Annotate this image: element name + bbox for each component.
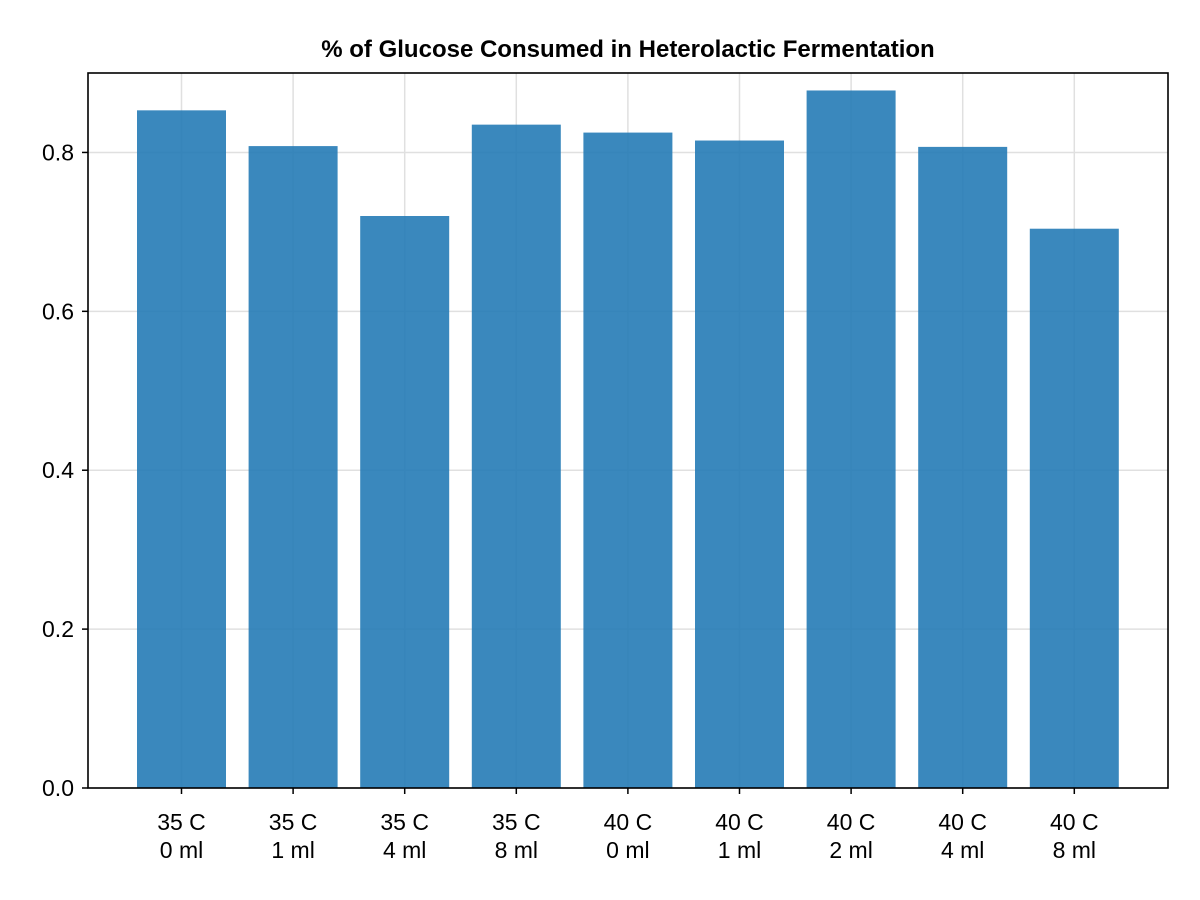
- x-tick-label: 40 C: [604, 809, 653, 835]
- y-tick-label: 0.8: [42, 139, 74, 165]
- bar: [1029, 228, 1119, 788]
- bars: [137, 90, 1119, 789]
- x-tick-label: 4 ml: [383, 837, 426, 863]
- x-tick-label: 8 ml: [1053, 837, 1096, 863]
- chart-title: % of Glucose Consumed in Heterolactic Fe…: [321, 36, 934, 63]
- bar: [137, 110, 226, 789]
- bar: [471, 124, 561, 788]
- x-tick-label: 4 ml: [941, 837, 984, 863]
- y-tick-label: 0.2: [42, 616, 74, 642]
- x-tick-label: 40 C: [938, 809, 987, 835]
- x-tick-label: 35 C: [269, 809, 318, 835]
- bar: [918, 146, 1008, 789]
- bar: [248, 146, 338, 789]
- x-tick-label: 35 C: [380, 809, 429, 835]
- y-tick-label: 0.6: [42, 298, 74, 324]
- bar: [360, 216, 450, 788]
- y-tick-label: 0.0: [42, 775, 74, 801]
- x-tick-label: 8 ml: [495, 837, 538, 863]
- y-tick-label: 0.4: [42, 457, 74, 483]
- y-axis-ticks: 0.0 0.2 0.4 0.6 0.8: [42, 139, 88, 801]
- x-tick-label: 1 ml: [271, 837, 314, 863]
- x-tick-label: 35 C: [492, 809, 541, 835]
- x-tick-label: 0 ml: [606, 837, 649, 863]
- x-tick-label: 40 C: [827, 809, 876, 835]
- bar: [695, 140, 784, 788]
- bar: [806, 90, 896, 788]
- x-tick-label: 2 ml: [829, 837, 872, 863]
- x-tick-label: 0 ml: [160, 837, 203, 863]
- bar: [583, 132, 673, 789]
- x-tick-label: 40 C: [715, 809, 764, 835]
- x-tick-label: 1 ml: [718, 837, 761, 863]
- x-tick-label: 40 C: [1050, 809, 1099, 835]
- x-tick-label: 35 C: [157, 809, 206, 835]
